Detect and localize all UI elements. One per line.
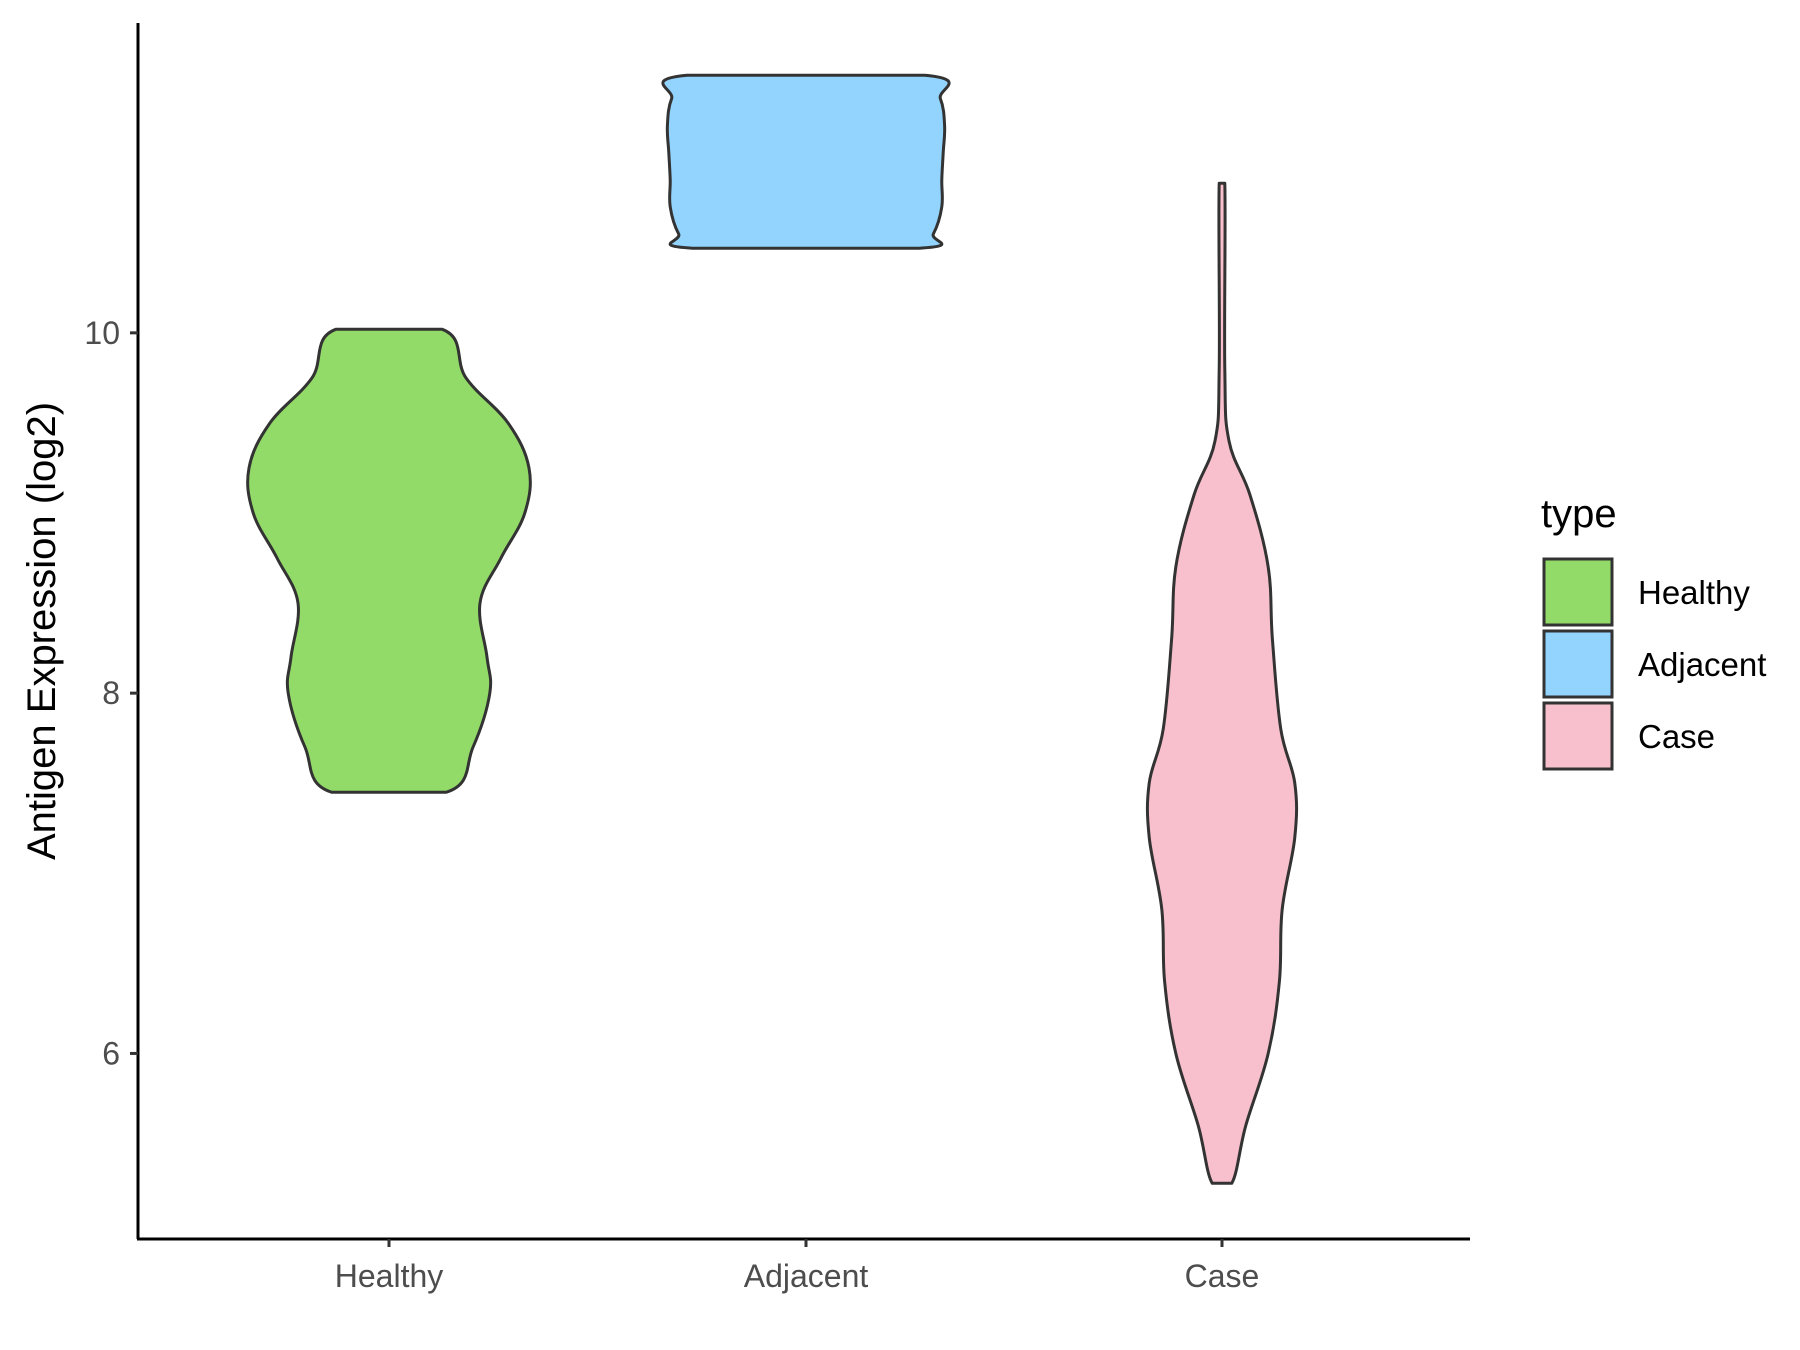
violin-layer [246, 73, 1299, 1185]
legend-title: type [1541, 492, 1617, 536]
x-tick-label: Adjacent [744, 1258, 869, 1294]
legend-key-adjacent [1542, 629, 1614, 699]
y-tick-label: 10 [84, 315, 120, 351]
legend-label-adjacent: Adjacent [1638, 646, 1766, 683]
y-axis-ticks: 6 8 10 [84, 315, 138, 1071]
violin-healthy [246, 327, 532, 794]
y-tick-label: 8 [102, 675, 120, 711]
legend-key-healthy [1542, 557, 1614, 627]
y-axis-title: Antigen Expression (log2) [20, 402, 64, 860]
violin-case [1145, 181, 1299, 1185]
legend-key-case [1542, 701, 1614, 771]
violin-adjacent [661, 73, 951, 250]
x-tick-label: Case [1185, 1258, 1260, 1294]
legend-label-case: Case [1638, 718, 1715, 755]
x-axis-ticks: Healthy Adjacent Case [335, 1239, 1260, 1294]
y-tick-label: 6 [102, 1035, 120, 1071]
legend: type Healthy Adjacent Case [1541, 492, 1766, 771]
legend-label-healthy: Healthy [1638, 574, 1750, 611]
x-tick-label: Healthy [335, 1258, 444, 1294]
